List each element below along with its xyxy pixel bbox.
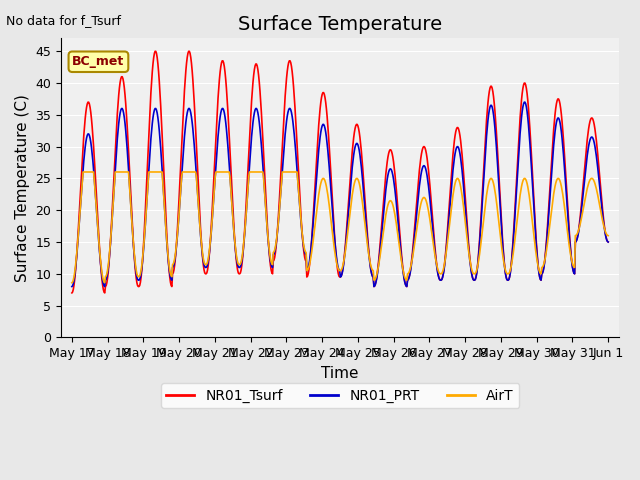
Legend: NR01_Tsurf, NR01_PRT, AirT: NR01_Tsurf, NR01_PRT, AirT: [161, 383, 519, 408]
Text: BC_met: BC_met: [72, 55, 125, 68]
Text: No data for f_Tsurf: No data for f_Tsurf: [6, 14, 122, 27]
Y-axis label: Surface Temperature (C): Surface Temperature (C): [15, 94, 30, 282]
Title: Surface Temperature: Surface Temperature: [238, 15, 442, 34]
X-axis label: Time: Time: [321, 366, 359, 381]
